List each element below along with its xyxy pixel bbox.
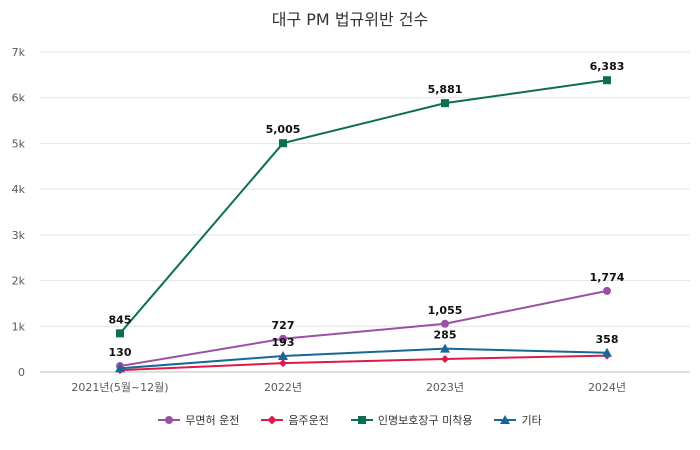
legend-label: 음주운전: [288, 414, 329, 427]
data-point: [441, 319, 449, 328]
legend-marker: [350, 415, 373, 425]
data-point: [602, 347, 612, 357]
legend-item: 기타: [494, 412, 542, 428]
legend-label: 인명보호장구 미착용: [377, 414, 473, 427]
data-label: 1,055: [428, 304, 463, 317]
y-tick-label: 0: [18, 366, 25, 379]
y-tick-label: 2k: [12, 275, 26, 288]
legend-marker: [158, 415, 181, 425]
series-line: [119, 354, 608, 372]
y-tick-label: 1k: [12, 320, 26, 333]
legend-item: 음주운전: [261, 412, 329, 428]
data-point: [441, 354, 449, 363]
legend-item: 무면허 운전: [158, 412, 239, 428]
legend-label: 기타: [521, 414, 542, 427]
y-tick-label: 7k: [12, 46, 26, 59]
data-point: [441, 99, 449, 108]
y-tick-label: 4k: [12, 183, 26, 196]
legend-marker: [261, 415, 284, 425]
data-point: [603, 76, 611, 85]
x-tick-label: 2024년: [588, 381, 626, 394]
series-line: [119, 289, 608, 368]
x-tick-label: 2023년: [426, 381, 464, 394]
data-point: [278, 351, 288, 360]
data-label: 6,383: [590, 60, 625, 73]
data-label: 193: [272, 336, 295, 349]
data-point: [440, 343, 450, 353]
data-label: 358: [596, 333, 619, 346]
data-label: 130: [109, 346, 132, 359]
legend-item: 인명보호장구 미착용: [350, 412, 473, 428]
y-tick-label: 6k: [12, 92, 26, 105]
legend-marker: [494, 415, 517, 425]
series-line: [119, 79, 608, 335]
data-label: 5,881: [428, 83, 463, 96]
data-point: [115, 363, 125, 373]
data-label: 1,774: [590, 271, 625, 284]
x-tick-label: 2021년(5월~12월): [71, 381, 168, 394]
data-label: 727: [272, 319, 295, 332]
x-tick-label: 2022년: [264, 381, 302, 394]
y-tick-label: 3k: [12, 229, 26, 242]
legend: 무면허 운전 음주운전 인명보호장구 미착용 기타: [0, 412, 700, 428]
legend-label: 무면허 운전: [185, 414, 240, 427]
data-point: [279, 139, 287, 148]
data-point: [279, 334, 287, 343]
data-point: [603, 286, 611, 295]
data-label: 845: [109, 313, 132, 326]
data-label: 5,005: [266, 123, 301, 136]
y-tick-label: 5k: [12, 137, 26, 150]
chart-title: 대구 PM 법규위반 건수: [271, 10, 429, 29]
data-point: [116, 329, 124, 338]
data-label: 285: [434, 329, 457, 342]
data-point: [279, 359, 287, 368]
series-line: [119, 347, 608, 370]
